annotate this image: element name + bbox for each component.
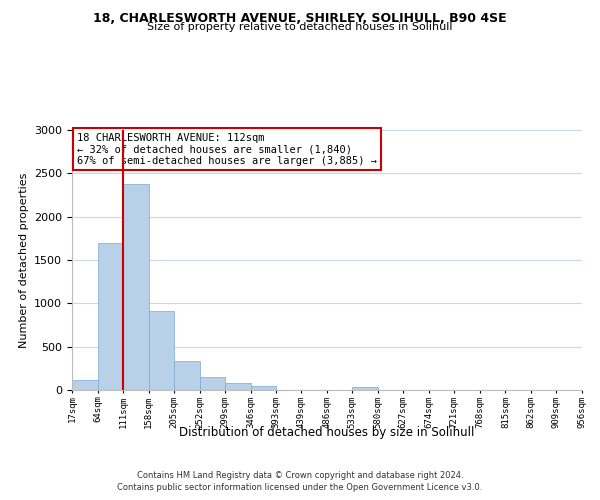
- Text: Contains public sector information licensed under the Open Government Licence v3: Contains public sector information licen…: [118, 484, 482, 492]
- Text: Contains HM Land Registry data © Crown copyright and database right 2024.: Contains HM Land Registry data © Crown c…: [137, 471, 463, 480]
- Bar: [174, 360, 200, 390]
- Bar: [200, 376, 225, 390]
- Bar: [72, 380, 98, 390]
- Bar: [123, 184, 149, 390]
- Bar: [352, 388, 378, 390]
- Y-axis label: Number of detached properties: Number of detached properties: [19, 172, 29, 348]
- Text: Distribution of detached houses by size in Solihull: Distribution of detached houses by size …: [179, 426, 475, 439]
- Text: 18 CHARLESWORTH AVENUE: 112sqm
← 32% of detached houses are smaller (1,840)
67% : 18 CHARLESWORTH AVENUE: 112sqm ← 32% of …: [77, 132, 377, 166]
- Text: Size of property relative to detached houses in Solihull: Size of property relative to detached ho…: [147, 22, 453, 32]
- Text: 18, CHARLESWORTH AVENUE, SHIRLEY, SOLIHULL, B90 4SE: 18, CHARLESWORTH AVENUE, SHIRLEY, SOLIHU…: [93, 12, 507, 26]
- Bar: [149, 311, 174, 390]
- Bar: [225, 383, 251, 390]
- Bar: [98, 242, 123, 390]
- Bar: [251, 386, 276, 390]
